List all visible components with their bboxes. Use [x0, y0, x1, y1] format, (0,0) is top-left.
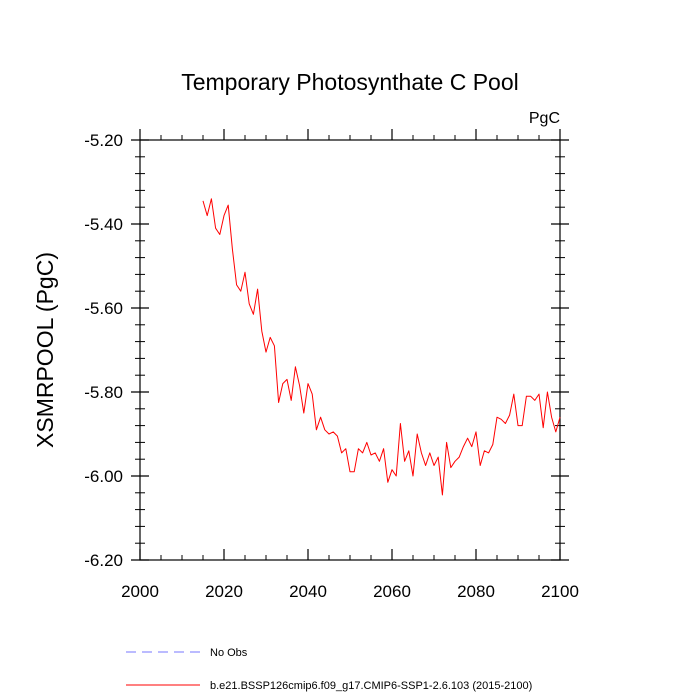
- chart-title: Temporary Photosynthate C Pool: [181, 69, 519, 95]
- x-tick-label: 2100: [541, 582, 579, 601]
- x-tick-label: 2040: [289, 582, 327, 601]
- y-tick-label: -5.20: [84, 131, 123, 150]
- major-ticks: [131, 129, 569, 561]
- legend-label: No Obs: [210, 647, 248, 659]
- y-tick-label: -5.60: [84, 299, 123, 318]
- plot-frame: [139, 139, 561, 561]
- units-label: PgC: [529, 110, 560, 127]
- y-tick-label: -6.00: [84, 467, 123, 486]
- legend-label: b.e21.BSSP126cmip6.f09_g17.CMIP6-SSP1-2.…: [210, 680, 532, 692]
- series-layer: [202, 198, 561, 496]
- y-tick-label: -5.40: [84, 215, 123, 234]
- series-line-0: [202, 198, 561, 496]
- tick-labels: 2000 2020 2040 2060 2080 2100 -5.20 -5.40 -5.60 -…: [84, 131, 579, 601]
- y-axis-title: XSMRPOOL (PgC): [32, 252, 58, 448]
- legend: No Obs b.e21.BSSP126cmip6.f09_g17.CMIP6-S…: [126, 647, 532, 692]
- y-tick-label: -5.80: [84, 383, 123, 402]
- x-tick-label: 2000: [121, 582, 159, 601]
- y-tick-label: -6.20: [84, 551, 123, 570]
- x-tick-label: 2020: [205, 582, 243, 601]
- x-tick-label: 2060: [373, 582, 411, 601]
- minor-ticks: [135, 135, 565, 560]
- x-tick-label: 2080: [457, 582, 495, 601]
